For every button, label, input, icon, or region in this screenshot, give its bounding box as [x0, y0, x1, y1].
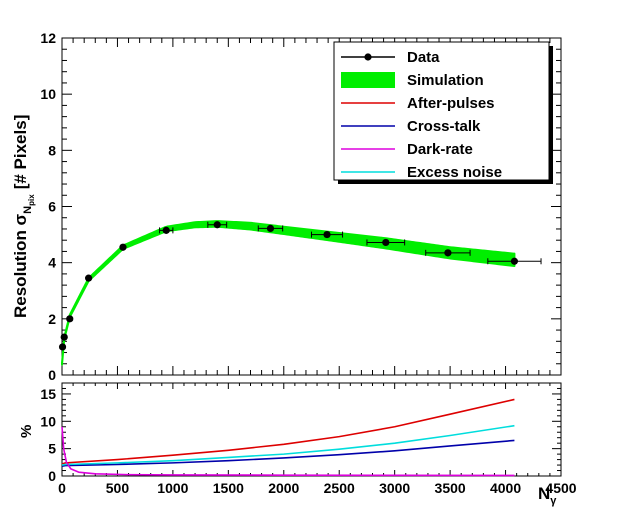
data-point — [58, 343, 67, 351]
x-tick-label: 0 — [58, 480, 66, 496]
bottom-y-tick-label: 10 — [40, 413, 56, 429]
bottom-y-tick-label: 0 — [48, 468, 56, 484]
legend-label: After-pulses — [407, 95, 495, 112]
x-tick-label: 2000 — [268, 480, 299, 496]
top-y-tick-label: 6 — [48, 199, 56, 215]
x-tick-label: 4000 — [490, 480, 521, 496]
simulation-band — [61, 220, 516, 366]
top-y-label-subsub: pix — [27, 194, 36, 206]
data-point — [119, 243, 127, 251]
top-y-tick-label: 10 — [40, 86, 56, 102]
legend-label: Data — [407, 49, 440, 66]
x-label-main: N — [538, 484, 550, 503]
series-dark-rate — [61, 426, 515, 477]
data-point — [213, 221, 221, 229]
legend-label: Cross-talk — [407, 118, 481, 135]
top-y-axis-label: Resolution σNpix [# Pixels] — [11, 115, 36, 318]
x-tick-label: 2500 — [324, 480, 355, 496]
top-y-label-unit: [# Pixels] — [11, 115, 30, 190]
legend-entries: Data Simulation After-pulses Cross-talk Dark… — [341, 49, 502, 181]
top-plot-content — [58, 220, 542, 366]
x-label-sub: γ — [550, 495, 557, 507]
data-point — [60, 333, 68, 341]
legend-fill — [341, 72, 395, 88]
bottom-y-tick-label: 15 — [40, 386, 56, 402]
data-point — [382, 238, 390, 247]
top-y-tick-label: 4 — [48, 255, 56, 271]
bottom-axis-ticks: 0 500 1000 1500 2000 2500 3000 3500 4000 4500 0 5 10… — [40, 382, 577, 496]
x-tick-label: 4500 — [545, 480, 576, 496]
x-tick-label: 3500 — [435, 480, 466, 496]
x-axis-label: Nγ — [538, 484, 557, 507]
legend-marker — [364, 53, 372, 61]
legend-label: Dark-rate — [407, 141, 473, 158]
legend-box — [333, 41, 550, 181]
bottom-y-tick-label: 5 — [48, 441, 56, 457]
x-tick-label: 1000 — [157, 480, 188, 496]
x-tick-label: 500 — [106, 480, 130, 496]
top-y-label-main: Resolution σ — [11, 213, 30, 318]
series-excess-noise — [61, 424, 515, 466]
data-point — [323, 230, 331, 239]
top-y-tick-label: 2 — [48, 311, 56, 327]
bottom-plot-content — [61, 398, 515, 477]
data-point — [162, 226, 170, 234]
data-point — [444, 249, 452, 257]
series-cross-talk — [61, 439, 515, 467]
series-after-pulses — [61, 398, 515, 465]
data-point — [85, 274, 93, 282]
data-point — [266, 224, 275, 233]
legend: Data Simulation After-pulses Cross-talk Dark… — [333, 41, 553, 184]
legend-label: Excess noise — [407, 164, 502, 181]
data-point — [66, 315, 74, 323]
x-tick-label: 1500 — [213, 480, 244, 496]
bottom-y-axis-label: % — [18, 425, 35, 438]
top-y-label-sub: N — [22, 206, 34, 214]
top-y-tick-label: 0 — [48, 367, 56, 383]
top-y-tick-label: 8 — [48, 142, 56, 158]
legend-label: Simulation — [407, 72, 484, 89]
x-tick-label: 3000 — [379, 480, 410, 496]
top-y-tick-label: 12 — [40, 30, 56, 46]
data-point — [510, 257, 519, 265]
